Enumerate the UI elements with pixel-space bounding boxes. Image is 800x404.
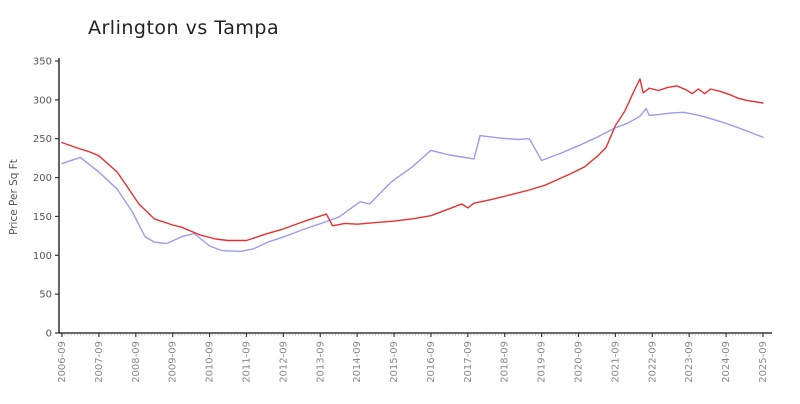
axis-ticks <box>55 60 764 337</box>
tampa-line <box>61 78 764 242</box>
x-tick-label: 2013-09 <box>315 341 326 383</box>
arlington-line <box>61 107 764 253</box>
y-tick-label: 50 <box>39 290 52 301</box>
data-series <box>61 78 764 253</box>
y-tick-label: 300 <box>33 95 52 106</box>
x-tick-label: 2019-09 <box>537 341 548 383</box>
x-tick-label: 2011-09 <box>241 341 252 383</box>
y-tick-label: 150 <box>33 212 52 223</box>
x-tick-label: 2008-09 <box>131 341 142 383</box>
x-tick-label: 2025-09 <box>758 341 769 383</box>
axis-tick-labels: 0 50 100 150 200 250 300 350 2006-09 2007-09 2008-… <box>33 57 769 383</box>
chart-title: Arlington vs Tampa <box>88 17 279 39</box>
x-tick-label: 2017-09 <box>463 341 474 383</box>
x-tick-label: 2021-09 <box>610 341 621 383</box>
x-tick-label: 2006-09 <box>57 341 68 383</box>
x-tick-label: 2018-09 <box>500 341 511 383</box>
y-tick-label: 100 <box>33 251 52 262</box>
y-tick-label: 200 <box>33 173 52 184</box>
x-tick-label: 2010-09 <box>205 341 216 383</box>
x-tick-label: 2015-09 <box>389 341 400 383</box>
x-tick-label: 2009-09 <box>168 341 179 383</box>
axes <box>58 58 772 334</box>
y-tick-label: 350 <box>33 57 52 68</box>
x-tick-label: 2020-09 <box>574 341 585 383</box>
y-tick-label: 0 <box>46 329 52 340</box>
x-tick-label: 2007-09 <box>94 341 105 383</box>
y-tick-label: 250 <box>33 134 52 145</box>
x-tick-label: 2023-09 <box>684 341 695 383</box>
x-tick-label: 2016-09 <box>426 341 437 383</box>
x-tick-label: 2012-09 <box>278 341 289 383</box>
x-tick-label: 2024-09 <box>721 341 732 383</box>
x-tick-label: 2014-09 <box>352 341 363 383</box>
y-axis-label: Price Per Sq Ft <box>8 159 20 235</box>
x-tick-label: 2022-09 <box>647 341 658 383</box>
